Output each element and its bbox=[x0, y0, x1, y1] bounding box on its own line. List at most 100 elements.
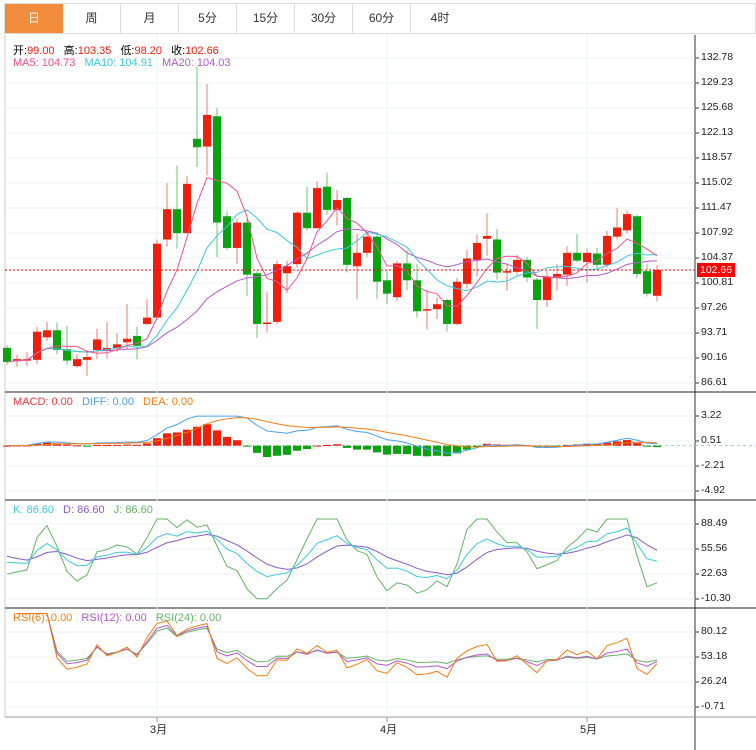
candle-up bbox=[433, 304, 441, 310]
candle-down bbox=[383, 280, 391, 294]
macd-bar bbox=[83, 445, 91, 447]
macd-bar bbox=[123, 444, 131, 446]
candle-up bbox=[563, 252, 571, 275]
x-tick-label: 5月 bbox=[580, 724, 598, 736]
diff-value: DIFF: 0.00 bbox=[81, 396, 134, 408]
candle-up bbox=[93, 339, 101, 350]
macd-value: MACD: 0.00 bbox=[13, 396, 73, 408]
candle-down bbox=[523, 259, 531, 278]
low-value: 98.20 bbox=[134, 45, 163, 57]
candle-up bbox=[143, 317, 151, 324]
candle-up bbox=[313, 188, 321, 229]
candle-up bbox=[83, 357, 91, 360]
j-line bbox=[6, 518, 658, 600]
macd-bar bbox=[393, 445, 401, 454]
macd-bar bbox=[173, 432, 181, 446]
tab-week[interactable]: 周 bbox=[63, 4, 121, 33]
macd-bar bbox=[293, 445, 301, 451]
candle-down bbox=[173, 209, 181, 234]
high-label: 高: bbox=[63, 45, 78, 57]
macd-tick-label: -2.21 bbox=[701, 459, 725, 471]
candle-down bbox=[3, 347, 11, 362]
candle-up bbox=[333, 200, 341, 210]
macd-bar bbox=[243, 445, 251, 447]
ma20-line bbox=[6, 228, 658, 363]
candle-up bbox=[653, 270, 661, 296]
price-tick-label: 104.37 bbox=[701, 251, 734, 263]
macd-bar bbox=[653, 445, 661, 448]
candle-down bbox=[53, 330, 61, 350]
candle-down bbox=[493, 239, 501, 273]
candle-down bbox=[593, 253, 601, 265]
macd-tick-label: 3.22 bbox=[701, 409, 722, 421]
ma20-value: MA20: 104.03 bbox=[162, 57, 231, 69]
macd-bar bbox=[133, 444, 141, 446]
rsi-tick-label: 53.18 bbox=[701, 650, 728, 662]
macd-bar bbox=[333, 444, 341, 446]
macd-bar bbox=[223, 436, 231, 446]
period-tabs: 日 周 月 5分 15分 30分 60分 4时 bbox=[4, 3, 756, 34]
macd-bar bbox=[273, 445, 281, 456]
candle-up bbox=[33, 331, 41, 360]
d-line bbox=[6, 534, 658, 576]
candle-down bbox=[243, 222, 251, 275]
candle-up bbox=[603, 235, 611, 265]
price-tick-label: 97.26 bbox=[701, 301, 728, 313]
rsi24-value: RSI(24): 0.00 bbox=[155, 612, 222, 624]
ma5-value: MA5: 104.73 bbox=[13, 57, 76, 69]
macd-bar bbox=[3, 445, 11, 447]
macd-bar bbox=[593, 444, 601, 446]
macd-tick-label: -4.92 bbox=[701, 484, 725, 496]
macd-legend: MACD: 0.00 DIFF: 0.00 DEA: 0.00 bbox=[13, 396, 199, 408]
macd-bar bbox=[583, 443, 591, 446]
diff-line bbox=[6, 415, 658, 454]
tab-month[interactable]: 月 bbox=[121, 4, 179, 33]
tab-5min[interactable]: 5分 bbox=[179, 4, 237, 33]
candle-up bbox=[393, 263, 401, 298]
candle-up bbox=[123, 338, 131, 343]
candle-down bbox=[643, 271, 651, 294]
tab-60min[interactable]: 60分 bbox=[353, 4, 411, 33]
price-tick-label: 111.47 bbox=[701, 201, 732, 213]
tab-15min[interactable]: 15分 bbox=[237, 4, 295, 33]
last-price-tag: 102.66 bbox=[697, 263, 736, 277]
macd-bar bbox=[263, 445, 271, 458]
tab-4h[interactable]: 4时 bbox=[430, 11, 450, 25]
candle-up bbox=[273, 264, 281, 322]
candle-down bbox=[223, 216, 231, 248]
macd-bar bbox=[413, 445, 421, 456]
high-value: 103.35 bbox=[77, 45, 112, 57]
rsi-tick-label: -0.71 bbox=[701, 700, 725, 712]
candle-up bbox=[293, 212, 301, 265]
dea-value: DEA: 0.00 bbox=[143, 396, 194, 408]
macd-bar bbox=[93, 444, 101, 446]
candle-down bbox=[193, 138, 201, 148]
j-value: J: 86.60 bbox=[113, 504, 153, 516]
candle-up bbox=[153, 243, 161, 318]
ma10-value: MA10: 104.91 bbox=[84, 57, 153, 69]
macd-bar bbox=[63, 444, 71, 446]
open-value: 99.00 bbox=[27, 45, 55, 57]
candle-down bbox=[413, 280, 421, 312]
candle-up bbox=[623, 214, 631, 231]
candle-down bbox=[343, 197, 351, 265]
macd-bar bbox=[453, 445, 461, 454]
macd-bar bbox=[153, 438, 161, 446]
macd-bar bbox=[193, 426, 201, 446]
tab-day[interactable]: 日 bbox=[5, 4, 63, 33]
macd-bar bbox=[163, 433, 171, 446]
macd-bar bbox=[233, 440, 241, 446]
candle-up bbox=[183, 183, 191, 234]
kdj-tick-label: 55.56 bbox=[701, 542, 728, 554]
price-tick-label: 100.81 bbox=[701, 276, 734, 288]
macd-bar bbox=[373, 445, 381, 453]
candle-down bbox=[633, 216, 641, 274]
kdj-legend: K: 86.60 D: 86.60 J: 86.60 bbox=[13, 504, 159, 516]
tab-30min[interactable]: 30分 bbox=[295, 4, 353, 33]
macd-bar bbox=[213, 430, 221, 446]
candle-down bbox=[303, 212, 311, 229]
candle-down bbox=[323, 186, 331, 210]
ohlc-legend: 开:99.00 高:103.35 低:98.20 收:102.66 bbox=[13, 42, 225, 58]
candle-up bbox=[203, 114, 211, 147]
